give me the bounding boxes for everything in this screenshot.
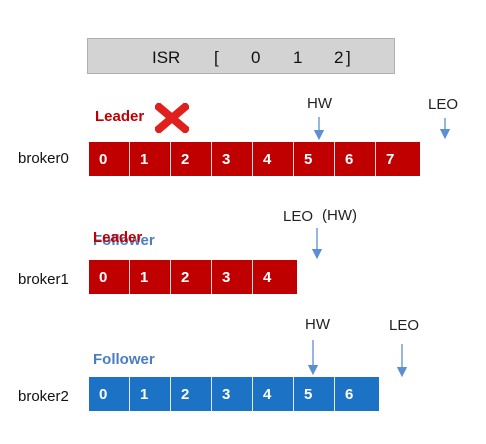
offset-cell: 0 bbox=[89, 260, 130, 294]
isr-member: 1 bbox=[293, 48, 303, 67]
isr-open-bracket: [ bbox=[214, 48, 219, 67]
offset-cell: 3 bbox=[212, 142, 253, 176]
hw-label: HW bbox=[305, 316, 330, 333]
red-x-icon bbox=[155, 103, 189, 133]
broker1-old-role: Follower bbox=[93, 232, 155, 249]
offset-cell: 2 bbox=[171, 142, 212, 176]
hw-label: (HW) bbox=[322, 207, 357, 224]
leo-label: LEO bbox=[428, 96, 459, 113]
offset-cell: 3 bbox=[212, 260, 253, 294]
hw-label: HW bbox=[307, 95, 332, 112]
offset-cell: 5 bbox=[294, 377, 335, 411]
offset-cell: 3 bbox=[212, 377, 253, 411]
broker0-label: broker0 bbox=[18, 150, 69, 167]
broker0-log: 0 1 2 3 4 5 6 7 bbox=[89, 142, 420, 176]
offset-cell: 7 bbox=[376, 142, 420, 176]
isr-bar bbox=[87, 38, 395, 74]
leo-label: LEO bbox=[389, 317, 420, 334]
broker2-log: 0 1 2 3 4 5 6 bbox=[89, 377, 379, 411]
broker2-label: broker2 bbox=[18, 388, 69, 405]
offset-cell: 6 bbox=[335, 142, 376, 176]
broker1-log: 0 1 2 3 4 bbox=[89, 260, 297, 294]
offset-cell: 5 bbox=[294, 142, 335, 176]
broker1-role: Leader bbox=[93, 229, 143, 246]
broker1-label: broker1 bbox=[18, 271, 69, 288]
isr-label: ISR bbox=[152, 48, 181, 67]
offset-cell: 4 bbox=[253, 142, 294, 176]
offset-cell: 0 bbox=[89, 142, 130, 176]
isr-member: 2 bbox=[334, 48, 344, 67]
offset-cell: 2 bbox=[171, 260, 212, 294]
offset-cell: 2 bbox=[171, 377, 212, 411]
broker0-role: Leader bbox=[95, 108, 145, 125]
offset-cell: 0 bbox=[89, 377, 130, 411]
offset-cell: 1 bbox=[130, 260, 171, 294]
offset-cell: 1 bbox=[130, 142, 171, 176]
offset-cell: 1 bbox=[130, 377, 171, 411]
offset-cell: 6 bbox=[335, 377, 379, 411]
isr-close-bracket: ] bbox=[346, 48, 351, 67]
offset-cell: 4 bbox=[253, 377, 294, 411]
broker2-role: Follower bbox=[93, 351, 155, 368]
leo-label: LEO bbox=[283, 208, 314, 225]
offset-cell: 4 bbox=[253, 260, 297, 294]
isr-member: 0 bbox=[251, 48, 261, 67]
